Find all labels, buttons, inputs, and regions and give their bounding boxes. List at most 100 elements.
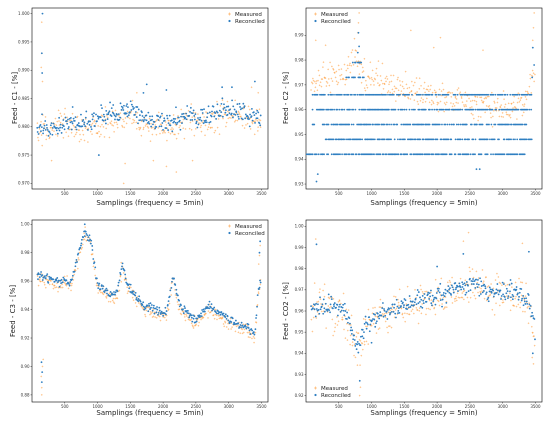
reconciled-point-c2-832 xyxy=(356,51,359,54)
measured-point-c3-368 xyxy=(257,263,260,265)
reconciled-point-c1-297 xyxy=(221,97,224,100)
measured-point-c1-128 xyxy=(116,123,119,126)
measured-point-c1-30 xyxy=(55,133,57,136)
measured-point-c3-1 xyxy=(36,275,39,278)
reconciled-point-c2-101 xyxy=(419,93,422,96)
measured-point-c3-248 xyxy=(190,322,193,325)
measured-point-c1-185 xyxy=(151,133,154,136)
reconciled-point-c1-44 xyxy=(63,128,66,131)
reconciled-point-c2-283 xyxy=(448,108,451,111)
measured-point-c2-248 xyxy=(464,104,467,106)
reconciled-point-c1-362 xyxy=(41,72,44,74)
measured-point-c2-314 xyxy=(505,113,508,116)
reconciled-point-c1-359 xyxy=(259,114,262,117)
reconciled-point-c3-174 xyxy=(144,307,147,310)
measured-point-c2-134 xyxy=(393,85,396,88)
measured-point-c3-362 xyxy=(40,375,43,378)
reconciled-point-c1-330 xyxy=(241,118,244,121)
measured-point-c3-236 xyxy=(183,313,186,316)
measured-point-c2-338 xyxy=(520,96,523,99)
measured-point-c2-246 xyxy=(463,105,466,108)
reconciled-point-c1-300 xyxy=(223,103,225,106)
measured-point-c1-7 xyxy=(40,134,43,136)
reconciled-point-c3-111 xyxy=(105,287,108,290)
measured-point-c3-238 xyxy=(184,319,187,322)
reconciled-point-c2-678 xyxy=(330,153,333,156)
measured-point-c2-156 xyxy=(407,97,410,100)
measured-point-c3-318 xyxy=(234,330,237,333)
reconciled-point-c1-216 xyxy=(170,119,173,122)
reconciled-point-c2-670 xyxy=(315,153,318,156)
measured-point-c1-138 xyxy=(122,118,124,121)
reconciled-point-c3-249 xyxy=(191,320,194,323)
axis-ticks-c2: 500 1000 1500 2000 2500 3000 35000.930.940.950… xyxy=(295,33,541,196)
measured-point-c3-158 xyxy=(134,302,137,304)
measured-point-c2-11 xyxy=(317,79,319,82)
measured-point-c2-276 xyxy=(482,101,485,104)
reconciled-point-c2-220 xyxy=(364,108,367,111)
measured-point-c1-311 xyxy=(230,117,232,119)
reconciled-point-c3-234 xyxy=(182,308,184,311)
reconciled-point-c2-440 xyxy=(428,123,431,126)
reconciled-point-c3-52 xyxy=(68,284,71,287)
reconciled-point-c1-149 xyxy=(129,111,131,113)
measured-point-c1-301 xyxy=(223,113,226,116)
reconciled-point-c1-229 xyxy=(178,119,181,122)
reconciled-point-c3-270 xyxy=(204,307,207,310)
measured-point-c1-156 xyxy=(133,119,136,122)
measured-point-c2-61 xyxy=(348,64,351,67)
reconciled-point-c1-62 xyxy=(74,126,77,128)
reconciled-point-c1-322 xyxy=(236,113,239,116)
measured-point-c2-92 xyxy=(367,75,370,78)
reconciled-point-c1-67 xyxy=(77,122,80,124)
measured-point-c2-102 xyxy=(373,77,376,80)
reconciled-point-c1-20 xyxy=(48,131,51,134)
reconciled-point-c2-457 xyxy=(455,123,458,126)
measured-point-c2-85 xyxy=(363,57,366,60)
measured-point-c1-33 xyxy=(56,135,59,137)
reconciled-point-c1-253 xyxy=(193,118,196,121)
measured-point-c2-206 xyxy=(438,88,441,91)
reconciled-point-c3-70 xyxy=(80,244,82,247)
reconciled-point-c2-733 xyxy=(400,153,403,156)
reconciled-point-c3-72 xyxy=(80,238,83,241)
reconciled-point-c2-530 xyxy=(349,138,352,141)
reconciled-point-c3-100 xyxy=(98,282,101,285)
measured-point-c1-335 xyxy=(245,124,247,126)
measured-point-c2-187 xyxy=(426,88,429,91)
reconciled-point-c1-85 xyxy=(89,120,92,123)
reconciled-point-c1-157 xyxy=(133,113,136,116)
measured-point-c2-90 xyxy=(366,86,369,89)
measured-point-c2-312 xyxy=(504,103,507,106)
measured-point-c3-122 xyxy=(112,297,115,300)
measured-point-c3-69 xyxy=(79,251,82,254)
measured-point-c1-212 xyxy=(168,119,170,122)
measured-point-c1-59 xyxy=(73,135,76,138)
reconciled-point-c2-164 xyxy=(501,93,504,96)
measured-point-c1-91 xyxy=(93,120,95,123)
measured-point-c1-338 xyxy=(246,122,249,125)
reconciled-point-c3-276 xyxy=(208,307,211,310)
measured-point-c2-25 xyxy=(325,80,328,83)
measured-point-c2-19 xyxy=(322,66,324,69)
measured-point-c2-239 xyxy=(459,91,462,94)
reconciled-point-c1-348 xyxy=(252,111,255,114)
reconciled-point-c1-145 xyxy=(126,115,129,118)
reconciled-point-c3-296 xyxy=(220,311,223,313)
legend-measured-label-c1: Measured xyxy=(235,12,262,18)
measured-point-c3-347 xyxy=(252,335,255,338)
measured-point-c1-303 xyxy=(225,125,227,128)
reconciled-point-c1-247 xyxy=(189,106,192,109)
reconciled-point-c3-171 xyxy=(142,305,145,308)
measured-point-c2-360 xyxy=(358,12,360,14)
measured-point-c2-42 xyxy=(336,83,339,86)
reconciled-point-c3-187 xyxy=(152,304,155,307)
reconciled-point-c1-12 xyxy=(43,124,46,127)
measured-point-c2-77 xyxy=(358,73,361,75)
legend-reconciled-marker-c1 xyxy=(228,19,231,23)
reconciled-point-c2-166 xyxy=(504,93,507,96)
measured-point-c3-180 xyxy=(148,306,151,309)
measured-point-c2-30 xyxy=(329,61,331,64)
measured-point-c1-166 xyxy=(139,126,142,129)
measured-point-c2-54 xyxy=(344,83,347,86)
